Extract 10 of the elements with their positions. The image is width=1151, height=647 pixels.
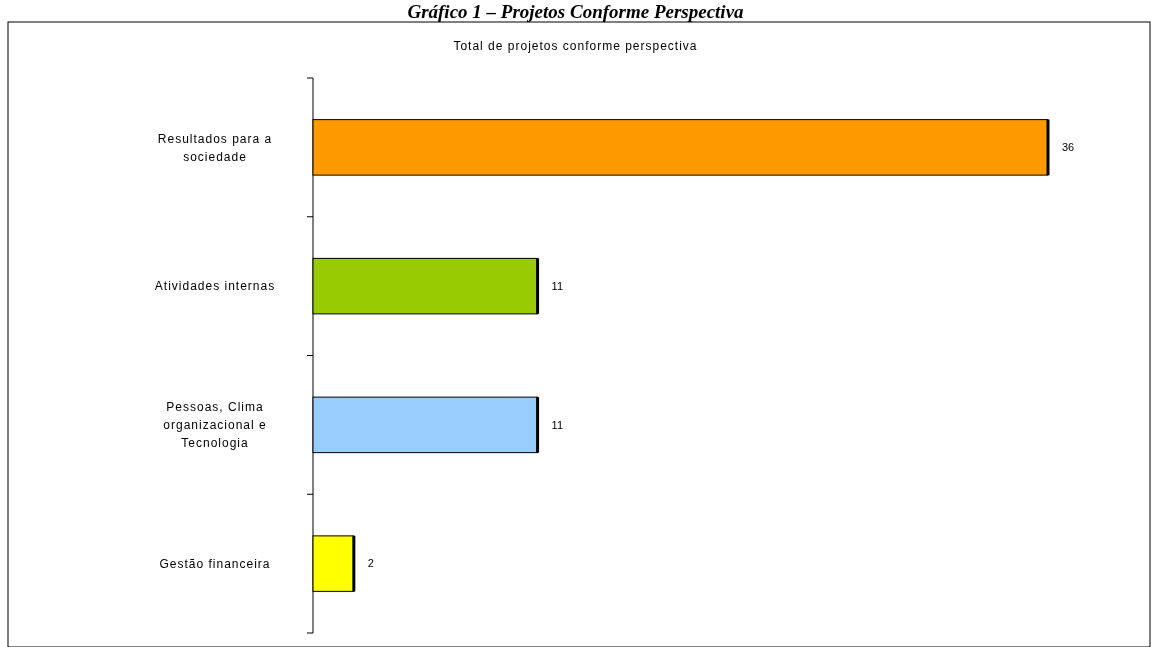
data-label: 11 [551, 279, 564, 292]
chart-subtitle: Total de projetos conforme perspectiva [453, 39, 698, 53]
data-label: 36 [1062, 141, 1075, 154]
y-tick-label: Gestão financeira [159, 556, 271, 571]
y-tick-label: Pessoas, Clima organizacional e Tecnologia [163, 400, 267, 451]
data-label: 2 [367, 557, 374, 570]
chart-title: Gráfico 1 – Projetos Conforme Perspectiva [407, 1, 745, 22]
data-label: 11 [551, 418, 564, 431]
y-tick-label: Atividades internas [154, 279, 276, 294]
y-tick-label: Resultados para a sociedade [157, 131, 273, 164]
